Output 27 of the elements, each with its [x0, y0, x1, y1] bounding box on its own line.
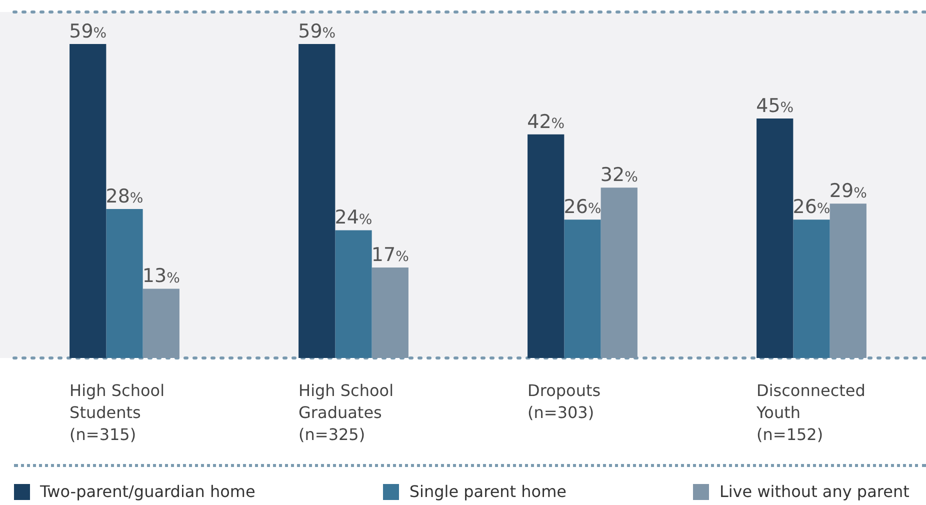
data-label: 17%: [371, 244, 409, 266]
data-label: 26%: [792, 196, 830, 218]
x-tick-label: High School Students (n=315): [70, 380, 165, 446]
bar: [106, 208, 143, 358]
data-label: 28%: [106, 185, 144, 208]
data-label: 13%: [142, 265, 180, 288]
data-label: 42%: [527, 110, 565, 133]
x-tick-label: High School Graduates (n=325): [298, 380, 394, 446]
bar: [298, 44, 336, 358]
bar: [335, 230, 372, 358]
data-label: 29%: [829, 180, 867, 202]
legend-label: Single parent home: [409, 482, 567, 501]
data-label: 32%: [600, 164, 638, 186]
bar: [756, 118, 794, 358]
legend-label: Live without any parent: [719, 482, 910, 501]
bar: [70, 44, 106, 358]
data-label: 59%: [69, 20, 107, 42]
legend-label: Two-parent/guardian home: [40, 482, 256, 501]
data-label: 45%: [756, 94, 794, 117]
bar: [564, 220, 601, 358]
bar: [793, 220, 830, 358]
data-label: 59%: [298, 20, 336, 42]
data-label: 26%: [564, 196, 602, 218]
data-label: 24%: [334, 206, 372, 229]
x-tick-label: Dropouts (n=303): [528, 380, 601, 424]
bar: [528, 134, 564, 358]
x-tick-label: Disconnected Youth (n=152): [756, 380, 866, 446]
